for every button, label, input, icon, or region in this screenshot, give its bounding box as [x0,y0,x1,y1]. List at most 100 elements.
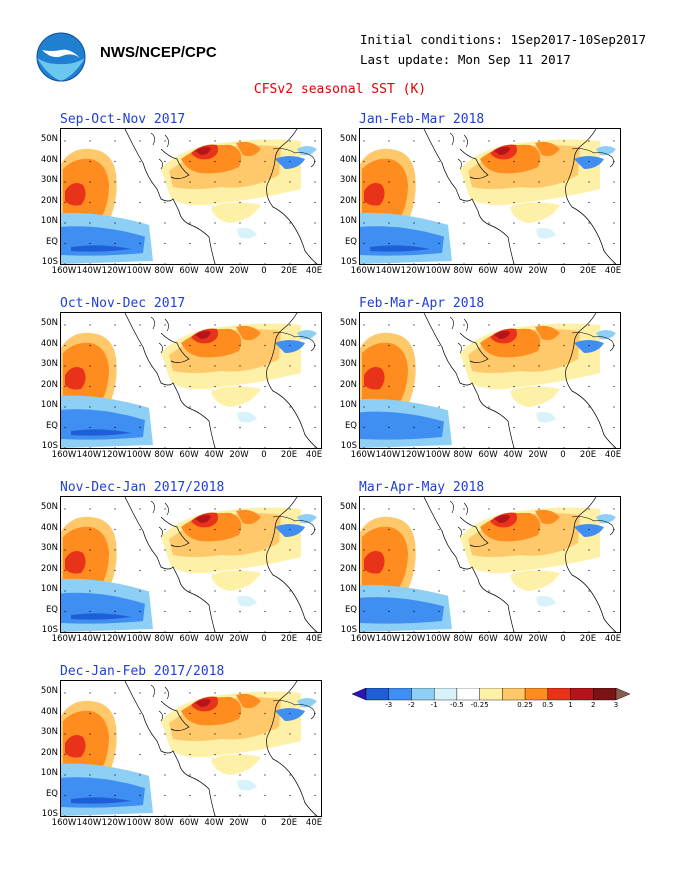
grid-dot [388,263,390,264]
grid-dot [139,263,141,264]
grid-dot [189,610,191,613]
warm-anomaly-area [535,509,560,525]
grid-dot [289,712,291,715]
coastline [160,332,190,363]
colorbar-segment [502,687,526,701]
coastline [565,497,617,632]
grid-dot [588,508,590,510]
sst-map-panel [60,496,322,633]
warm-anomaly-area [195,515,211,523]
grid-dot [64,794,66,797]
lon-tick-label: 140W [76,634,102,644]
colorbar-tick-label: -3 [385,701,393,709]
colorbar-max-arrow [615,687,631,701]
grid-dot [239,774,241,776]
lat-tick-label: 50N [339,134,357,144]
grid-dot [289,201,291,204]
coastline [459,332,489,363]
grid-dot [264,426,266,429]
lat-tick-label: 10N [339,584,357,594]
grid-dot [463,549,465,551]
grid-dot [513,344,515,347]
grid-dot [588,631,590,632]
grid-dot [239,140,241,142]
lon-tick-label: 120W [101,818,127,828]
grid-dot [114,528,116,531]
warm-anomaly-area [362,342,408,407]
grid-dot [314,569,316,572]
grid-dot [513,201,515,204]
grid-dot [264,528,266,531]
grid-dot [89,631,91,632]
grid-dot [438,385,440,388]
grid-dot [264,610,266,613]
grid-dot [388,242,390,245]
grid-dot [463,385,465,388]
grid-dot [314,385,316,388]
grid-dot [363,631,365,632]
sst-map [360,129,617,264]
grid-dot [214,140,216,142]
grid-dot [289,344,291,347]
grid-dot [438,528,440,531]
grid-dot [438,160,440,163]
coastline [150,500,169,538]
grid-dot [89,712,91,715]
grid-dot [264,344,266,347]
grid-dot [114,549,116,551]
cold-anomaly-area [237,411,257,423]
grid-dot [264,160,266,163]
lon-tick-label: 160W [51,266,77,276]
grid-dot [613,569,615,572]
grid-dot [189,426,191,429]
coastline [266,313,318,448]
cold-anomaly-area [536,227,556,239]
lon-tick-label: 100W [425,634,451,644]
cold-anomaly-area [574,340,604,353]
grid-dot [139,365,141,367]
lat-tick-label: 30N [339,175,357,185]
cold-anomaly-area [275,708,305,721]
lon-tick-label: 140W [375,450,401,460]
lat-tick-label: 40N [40,154,58,165]
cold-anomaly-area [237,227,257,239]
lon-tick-label: 20W [229,634,249,644]
grid-dot [164,631,166,632]
grid-dot [613,406,615,408]
cold-anomaly-area [71,797,131,804]
grid-dot [613,385,615,388]
lat-tick-label: EQ [45,788,58,799]
grid-dot [388,324,390,326]
grid-dot [613,610,615,613]
grid-dot [538,201,540,204]
lon-tick-label: 160W [350,634,376,644]
colorbar-segment [433,687,458,701]
grid-dot [239,794,241,797]
lon-tick-label: 40W [204,818,224,828]
coastline [272,516,315,536]
grid-dot [64,406,66,408]
grid-dot [513,447,515,448]
lat-tick-label: 30N [339,359,357,369]
grid-dot [264,181,266,183]
lon-tick-label: 0 [560,266,566,276]
lon-tick-label: 0 [261,634,267,644]
lat-tick-label: 50N [339,502,357,512]
grid-dot [314,426,316,429]
grid-dot [289,263,291,264]
warm-anomaly-area [211,202,261,223]
grid-dot [64,344,66,347]
grid-dot [64,426,66,429]
panel-title: Dec-Jan-Feb 2017/2018 [60,664,225,679]
grid-dot [114,774,116,776]
lat-tick-label: 10S [41,441,58,451]
grid-dot [89,344,91,347]
grid-dot [189,569,191,572]
grid-dot [189,344,191,347]
grid-dot [463,365,465,367]
grid-dot [289,242,291,245]
coastline [272,148,315,168]
grid-dot [488,324,490,326]
grid-dot [139,590,141,592]
grid-dot [363,222,365,224]
